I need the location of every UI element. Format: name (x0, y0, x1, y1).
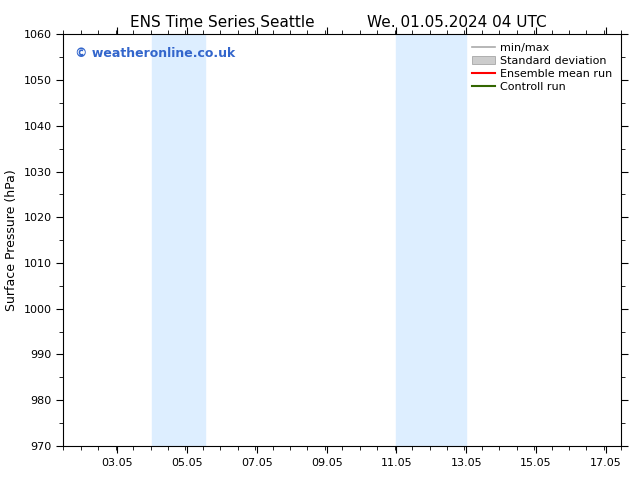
Bar (431, 34, 466, 446)
Text: We. 01.05.2024 04 UTC: We. 01.05.2024 04 UTC (366, 15, 547, 30)
Bar (187, 34, 205, 446)
Bar (152, 34, 187, 446)
Y-axis label: Surface Pressure (hPa): Surface Pressure (hPa) (5, 169, 18, 311)
Text: ENS Time Series Seattle: ENS Time Series Seattle (129, 15, 314, 30)
Bar (396, 34, 431, 446)
Legend: min/max, Standard deviation, Ensemble mean run, Controll run: min/max, Standard deviation, Ensemble me… (469, 40, 616, 95)
Text: © weatheronline.co.uk: © weatheronline.co.uk (75, 47, 235, 60)
